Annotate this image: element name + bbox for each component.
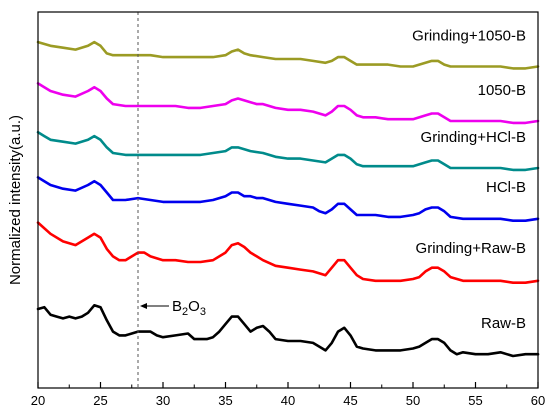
x-axis-ticks: 20 25 30 35 40 45 50 55 60 xyxy=(31,382,545,408)
series-label-4: Grinding+HCl-B xyxy=(421,129,526,146)
x-tick-label-30: 30 xyxy=(156,393,170,408)
series-label-3: HCl-B xyxy=(486,179,526,196)
x-tick-label-60: 60 xyxy=(531,393,545,408)
series-line-5 xyxy=(36,82,540,125)
x-tick-label-50: 50 xyxy=(406,393,420,408)
x-tick-label-45: 45 xyxy=(343,393,357,408)
series-line-3 xyxy=(36,176,540,222)
series-layer xyxy=(36,40,540,358)
x-tick-label-25: 25 xyxy=(93,393,107,408)
series-label-6: Grinding+1050-B xyxy=(412,28,526,45)
b2o3-arrowhead xyxy=(140,303,147,309)
series-line-1 xyxy=(36,304,540,358)
series-line-6 xyxy=(36,40,540,70)
series-labels: Raw-B Grinding+Raw-B HCl-B Grinding+HCl-B 10… xyxy=(412,28,526,333)
b2o3-label: B2O3 xyxy=(172,298,206,318)
series-line-4 xyxy=(36,131,540,172)
x-tick-label-20: 20 xyxy=(31,393,45,408)
series-line-2 xyxy=(36,221,540,284)
x-tick-label-40: 40 xyxy=(281,393,295,408)
series-label-2: Grinding+Raw-B xyxy=(416,240,526,257)
x-tick-label-55: 55 xyxy=(468,393,482,408)
series-label-1: Raw-B xyxy=(481,315,526,332)
b2o3-annotation: B2O3 xyxy=(137,12,206,388)
y-axis-label: Normalized intensity(a.u.) xyxy=(7,115,24,285)
series-label-5: 1050-B xyxy=(478,82,526,99)
x-tick-label-35: 35 xyxy=(218,393,232,408)
